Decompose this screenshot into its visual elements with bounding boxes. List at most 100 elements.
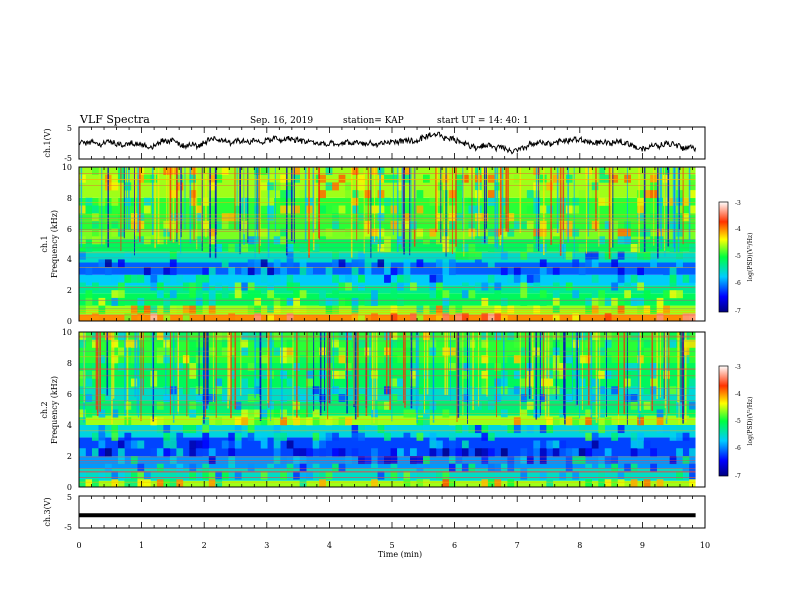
spectrogram-cell: [280, 190, 288, 199]
spectrogram-cell: [565, 174, 573, 183]
spectrogram-cell: [410, 220, 417, 229]
spectrogram-cell: [98, 432, 106, 441]
spectrogram-cell: [507, 305, 515, 314]
spectrogram-cell: [358, 339, 365, 348]
spectrogram-cell: [487, 471, 495, 480]
spectrogram-cell: [403, 471, 411, 480]
spectrogram-cell: [416, 479, 424, 487]
spectrogram-cell: [546, 417, 554, 426]
spectrogram-cell: [572, 228, 580, 237]
spectrogram-cell: [630, 448, 638, 457]
spectrogram-cell: [267, 282, 275, 291]
spectrogram-cell: [260, 197, 268, 206]
spectrogram-cell: [533, 448, 541, 457]
spectrogram-cell: [630, 228, 638, 237]
spectrogram-cell: [293, 305, 300, 314]
spectrogram-cell: [520, 463, 528, 472]
spectrogram-cell: [130, 378, 138, 387]
spectrogram-cell: [384, 456, 391, 465]
spectrogram-cell: [260, 182, 268, 191]
spectrogram-cell: [273, 347, 281, 356]
spectrogram-cell: [111, 479, 119, 487]
spectrogram-cell: [455, 182, 463, 191]
spectrogram-cell: [247, 425, 255, 434]
spectrogram-cell: [332, 290, 339, 299]
spectrogram-cell: [617, 228, 625, 237]
spectrogram-cell: [104, 267, 112, 276]
spectrogram-cell: [435, 282, 443, 291]
spectrogram-cell: [474, 282, 482, 291]
spectrogram-cell: [293, 274, 300, 283]
spectrogram-cell: [559, 394, 567, 403]
spectrogram-cell: [325, 432, 333, 441]
spectrogram-cell: [130, 440, 138, 449]
spectrogram-cell: [345, 228, 352, 237]
spectrogram-cell: [299, 463, 307, 472]
spectrogram-cell: [111, 274, 119, 283]
spectrogram-cell: [319, 432, 326, 441]
spectrogram-cell: [487, 479, 495, 487]
spectrogram-cell: [397, 282, 404, 291]
spectrogram-cell: [598, 394, 606, 403]
spectrogram-cell: [487, 463, 495, 472]
spectrogram-cell: [273, 425, 281, 434]
spectrogram-cell: [598, 479, 606, 487]
spectrogram-cell: [332, 274, 339, 283]
spectrogram-cell: [669, 290, 677, 299]
spectrogram-cell: [130, 339, 138, 348]
spectrogram-cell: [591, 378, 599, 387]
spectrogram-cell: [455, 213, 463, 222]
spectrogram-cell: [481, 448, 489, 457]
spectrogram-cell: [215, 417, 223, 426]
spectrogram-cell: [513, 274, 521, 283]
spectrogram-cell: [202, 425, 210, 434]
spectrogram-cell: [182, 167, 190, 175]
ch1-cbar-tick-m7: -7: [735, 308, 741, 315]
spectrogram-cell: [435, 197, 443, 206]
spectrogram-cell: [169, 479, 177, 487]
spectrogram-cell: [202, 417, 210, 426]
spectrogram-cell: [299, 347, 307, 356]
spectrogram-cell: [487, 432, 495, 441]
spectrogram-cell: [299, 394, 307, 403]
spectrogram-cell: [604, 297, 612, 306]
spectrogram-cell: [195, 274, 203, 283]
ch1-cbar-tick-m6: -6: [735, 280, 741, 287]
spectrogram-cell: [91, 370, 99, 379]
spectrogram-cell: [474, 425, 482, 434]
spectrogram-cell: [617, 305, 625, 314]
spectrogram-cell: [325, 417, 333, 426]
spectrogram-cell: [202, 236, 210, 245]
spectrogram-cell: [455, 313, 463, 321]
spectrogram-cell: [176, 174, 184, 183]
spectrogram-cell: [676, 251, 683, 260]
ch1-colorbar-label: log(PSD)(V²/Hz): [747, 233, 754, 282]
spectrogram-cell: [208, 347, 216, 356]
spectrogram-cell: [513, 174, 521, 183]
spectrogram-cell: [617, 394, 625, 403]
spectrogram-cell: [221, 213, 229, 222]
spectrogram-cell: [286, 440, 294, 449]
spectrogram-cell: [650, 370, 657, 379]
spectrogram-cell: [578, 267, 586, 276]
spectrogram-cell: [481, 425, 489, 434]
spectrogram-cell: [79, 282, 86, 291]
spectrogram-cell: [104, 463, 112, 472]
spectrogram-cell: [293, 417, 300, 426]
spectrogram-cell: [351, 205, 359, 214]
spectrogram-cell: [676, 290, 683, 299]
spectrogram-cell: [461, 282, 469, 291]
spectrogram-cell: [520, 394, 528, 403]
spectrogram-cell: [111, 174, 119, 183]
spectrogram-cell: [500, 313, 508, 321]
spectrogram-cell: [299, 267, 307, 276]
spectrogram-cell: [630, 440, 638, 449]
ch2-freq-tick-2: 2: [67, 452, 72, 461]
spectrogram-cell: [79, 205, 86, 214]
spectrogram-cell: [591, 417, 599, 426]
spectrogram-cell: [513, 386, 521, 395]
spectrogram-cell: [423, 228, 430, 237]
spectrogram-cell: [448, 305, 456, 314]
spectrogram-cell: [481, 378, 489, 387]
spectrogram-cell: [565, 347, 573, 356]
